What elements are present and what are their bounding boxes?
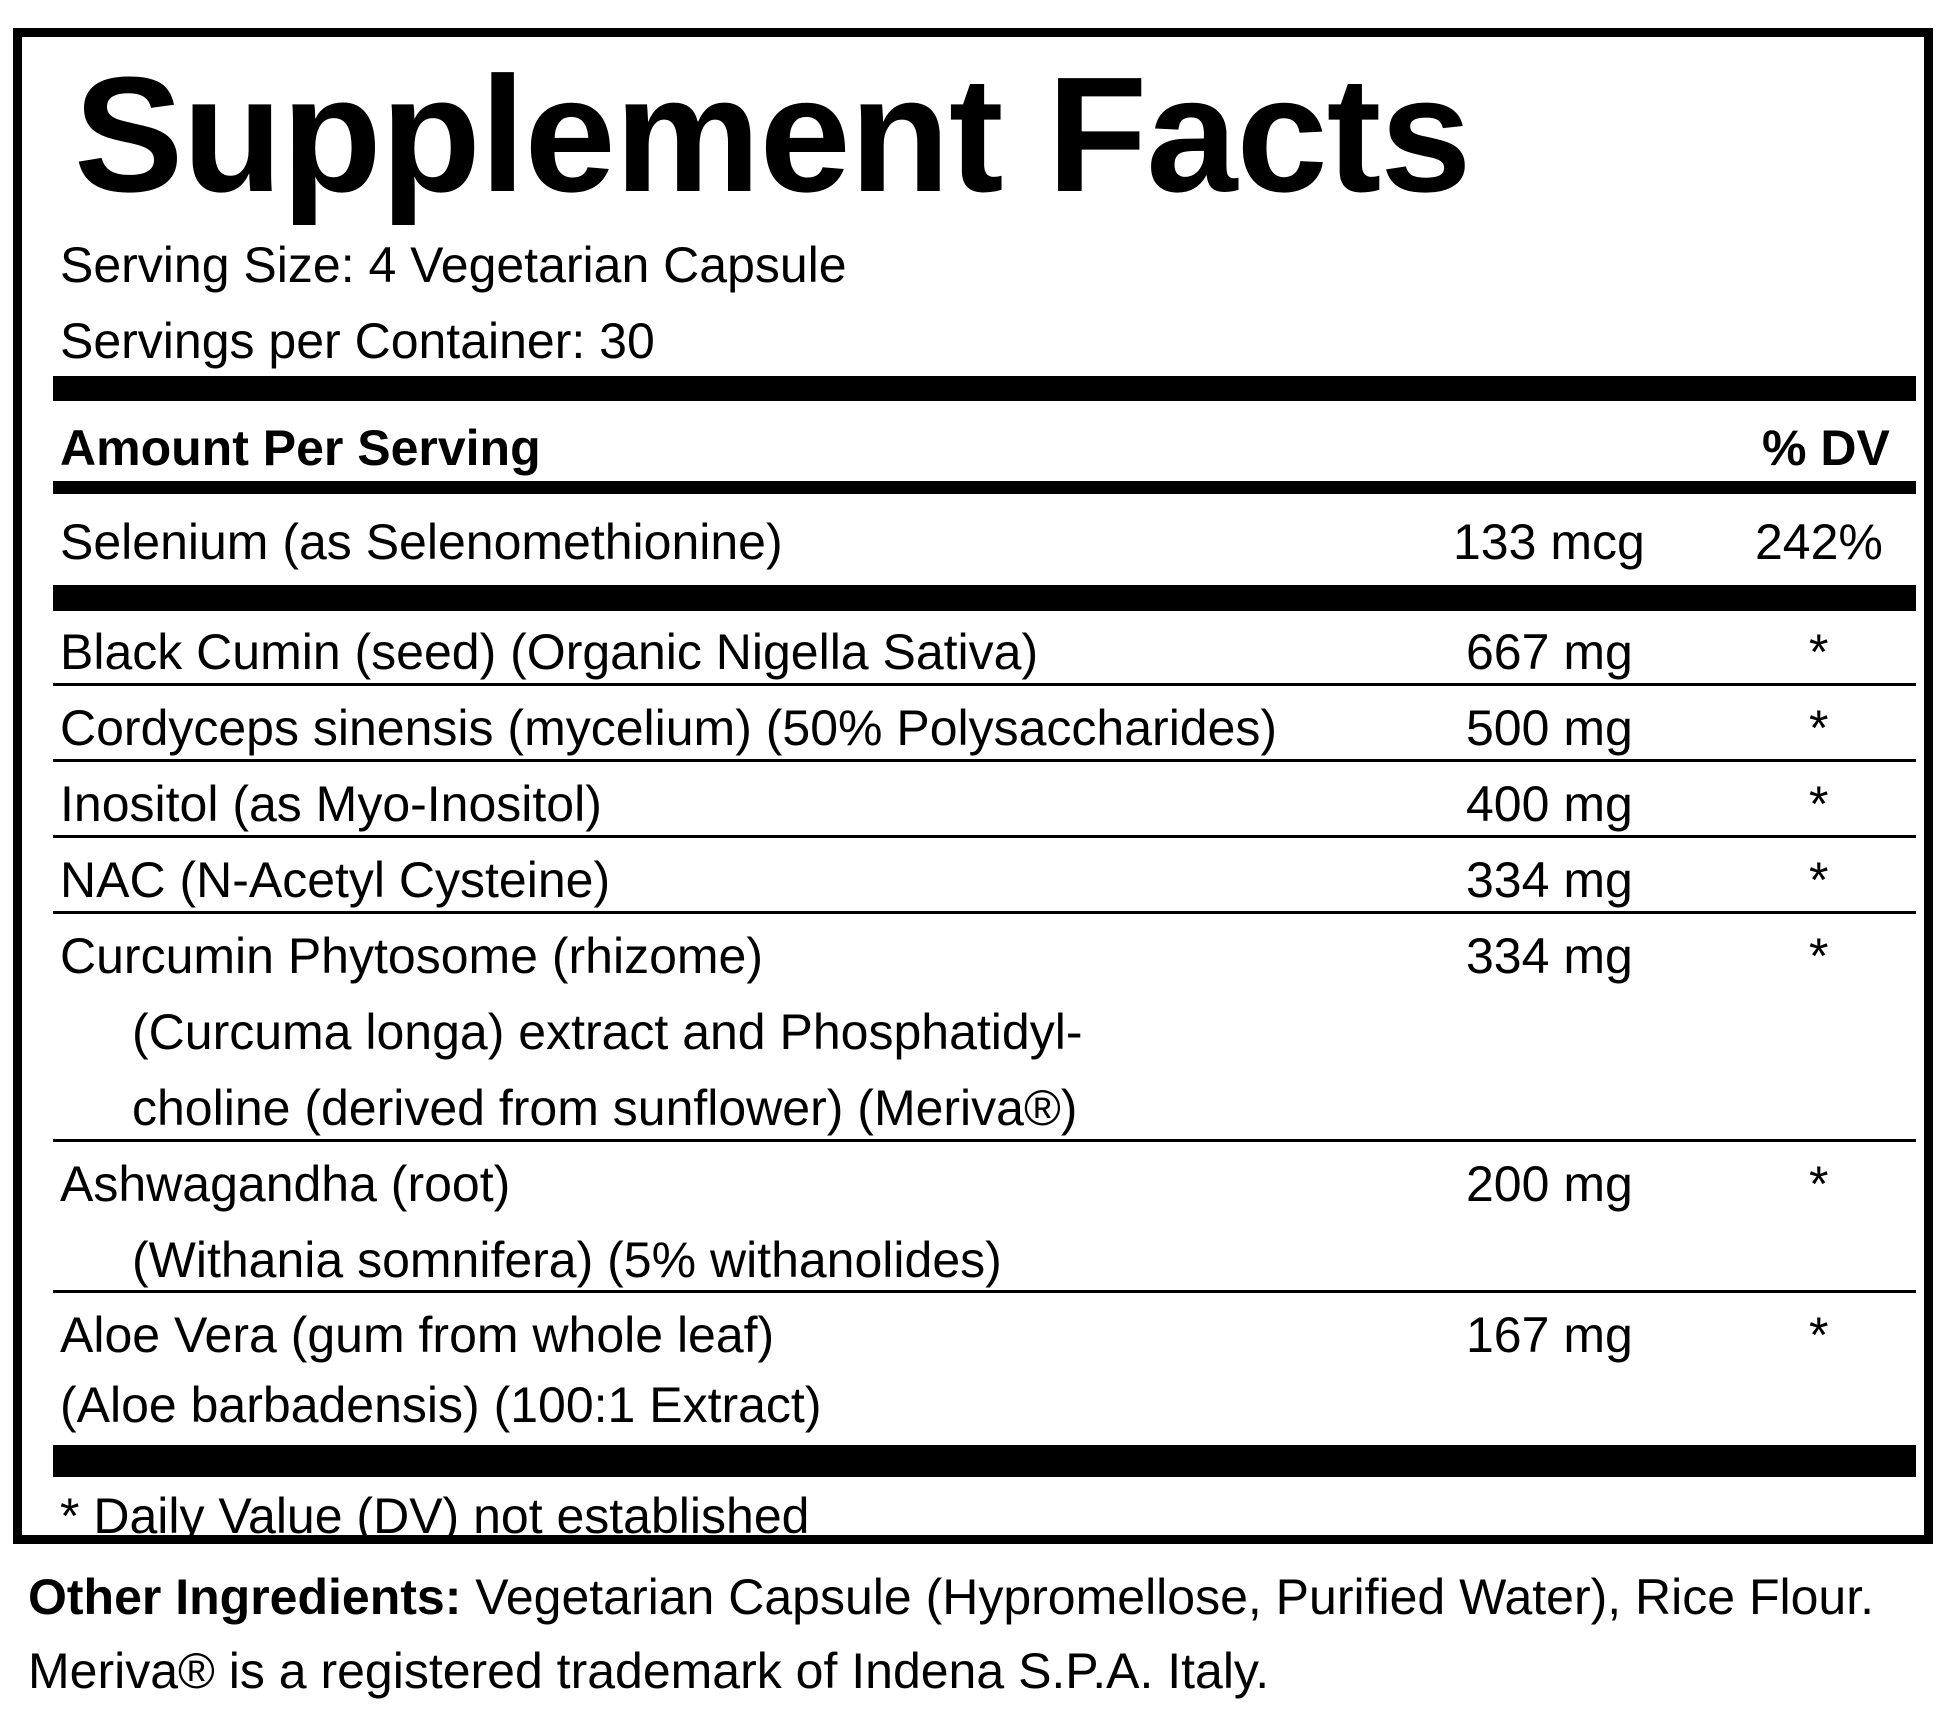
ingredient-dv: * — [1809, 852, 1829, 908]
label-title: Supplement Facts — [74, 43, 1471, 226]
ingredient-amount: 334 mg — [1466, 852, 1633, 908]
ingredient-name: Black Cumin (seed) (Organic Nigella Sati… — [60, 624, 1039, 680]
row-divider — [53, 759, 1916, 762]
row-divider — [53, 1139, 1916, 1142]
thick-divider-top — [53, 376, 1916, 401]
row-divider — [53, 683, 1916, 686]
footnote: * Daily Value (DV) not established — [60, 1488, 810, 1544]
selenium-amount: 133 mcg — [1453, 514, 1645, 570]
header-amount-per-serving: Amount Per Serving — [60, 420, 541, 476]
ingredient-name: Curcumin Phytosome (rhizome) — [60, 928, 763, 984]
medium-divider — [53, 481, 1916, 494]
other-ingredients: Other Ingredients: Vegetarian Capsule (H… — [28, 1572, 1874, 1622]
selenium-dv: 242% — [1755, 514, 1883, 570]
header-daily-value: % DV — [1762, 420, 1890, 476]
ingredient-name: Cordyceps sinensis (mycelium) (50% Polys… — [60, 700, 1278, 756]
thick-divider-middle — [53, 585, 1916, 611]
ingredient-name-continued: choline (derived from sunflower) (Meriva… — [132, 1080, 1078, 1136]
other-ingredients-text: Vegetarian Capsule (Hypromellose, Purifi… — [461, 1569, 1874, 1625]
ingredient-name: Ashwagandha (root) — [60, 1156, 511, 1212]
ingredient-amount: 400 mg — [1466, 776, 1633, 832]
ingredient-amount: 167 mg — [1466, 1307, 1633, 1363]
ingredient-dv: * — [1809, 776, 1829, 832]
ingredient-dv: * — [1809, 1307, 1829, 1363]
row-divider — [53, 835, 1916, 838]
ingredient-name-continued: (Withania somnifera) (5% withanolides) — [132, 1232, 1002, 1288]
selenium-name: Selenium (as Selenomethionine) — [60, 514, 783, 570]
ingredient-name-continued: (Curcuma longa) extract and Phosphatidyl… — [132, 1004, 1083, 1060]
row-divider — [53, 1290, 1916, 1293]
ingredient-dv: * — [1809, 1156, 1829, 1212]
row-divider — [53, 911, 1916, 914]
ingredient-dv: * — [1809, 624, 1829, 680]
ingredient-name: Aloe Vera (gum from whole leaf) — [60, 1307, 775, 1363]
ingredient-name-continued: (Aloe barbadensis) (100:1 Extract) — [60, 1377, 822, 1433]
ingredient-amount: 667 mg — [1466, 624, 1633, 680]
ingredient-name: NAC (N-Acetyl Cysteine) — [60, 852, 611, 908]
ingredient-amount: 200 mg — [1466, 1156, 1633, 1212]
ingredient-dv: * — [1809, 700, 1829, 756]
ingredient-amount: 334 mg — [1466, 928, 1633, 984]
serving-size: Serving Size: 4 Vegetarian Capsule — [60, 237, 847, 293]
supplement-facts-panel: Supplement Facts Serving Size: 4 Vegetar… — [13, 28, 1933, 1544]
thick-divider-bottom — [53, 1445, 1916, 1477]
other-ingredients-heading: Other Ingredients: — [28, 1569, 462, 1625]
ingredient-dv: * — [1809, 928, 1829, 984]
ingredient-amount: 500 mg — [1466, 700, 1633, 756]
trademark-notice: Meriva® is a registered trademark of Ind… — [28, 1643, 1270, 1699]
ingredient-name: Inositol (as Myo-Inositol) — [60, 776, 602, 832]
servings-per-container: Servings per Container: 30 — [60, 313, 655, 369]
